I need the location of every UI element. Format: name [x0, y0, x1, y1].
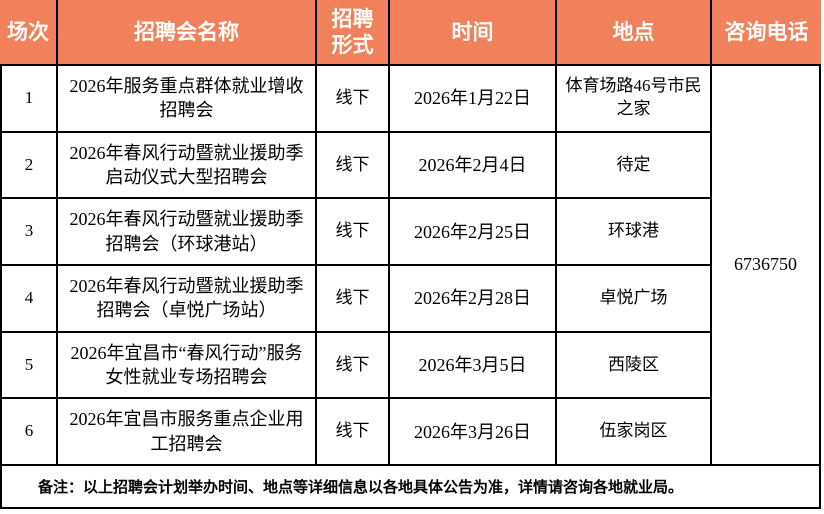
- row-6-location: 伍家岗区: [557, 399, 712, 466]
- row-5-location: 西陵区: [557, 332, 712, 400]
- row-3-fair-name: 2026年春风行动暨就业援助季招聘会（环球港站）: [58, 199, 317, 266]
- row-2-time: 2026年2月4日: [390, 132, 557, 200]
- row-3-format: 线下: [317, 199, 390, 266]
- row-4-format: 线下: [317, 265, 390, 333]
- row-6-fair-name: 2026年宜昌市服务重点企业用工招聘会: [58, 399, 317, 466]
- table-body: 1 2026年服务重点群体就业增收招聘会 线下 2026年1月22日 体育场路4…: [0, 66, 821, 466]
- row-1-location: 体育场路46号市民之家: [557, 66, 712, 133]
- row-2-session: 2: [0, 132, 58, 200]
- row-2-fair-name: 2026年春风行动暨就业援助季启动仪式大型招聘会: [58, 132, 317, 200]
- row-2-location: 待定: [557, 132, 712, 200]
- footer-note: 备注：以上招聘会计划举办时间、地点等详细信息以各地具体公告为准，详情请咨询各地就…: [0, 466, 821, 509]
- header-format: 招聘 形式: [317, 0, 390, 64]
- row-6-session: 6: [0, 399, 58, 466]
- row-4-location: 卓悦广场: [557, 265, 712, 333]
- row-3-time: 2026年2月25日: [390, 199, 557, 266]
- row-5-session: 5: [0, 332, 58, 400]
- row-1-time: 2026年1月22日: [390, 66, 557, 133]
- header-phone: 咨询电话: [724, 19, 809, 44]
- row-1-fair-name: 2026年服务重点群体就业增收招聘会: [58, 66, 317, 133]
- row-6-time: 2026年3月26日: [390, 399, 557, 466]
- row-1-session: 1: [0, 66, 58, 133]
- header-location: 地点: [557, 0, 712, 64]
- table-header-row: 场次 招聘会名称 招聘 形式 时间 地点 咨询电话: [0, 0, 821, 66]
- row-4-fair-name: 2026年春风行动暨就业援助季招聘会（卓悦广场站）: [58, 265, 317, 333]
- row-5-format: 线下: [317, 332, 390, 400]
- row-5-time: 2026年3月5日: [390, 332, 557, 400]
- row-1-format: 线下: [317, 66, 390, 133]
- row-4-session: 4: [0, 265, 58, 333]
- row-5-fair-name: 2026年宜昌市“春风行动”服务女性就业专场招聘会: [58, 332, 317, 400]
- row-3-location: 环球港: [557, 199, 712, 266]
- header-session: 场次: [0, 0, 58, 64]
- consultation-phone-number: 6736750: [712, 66, 821, 466]
- row-2-format: 线下: [317, 132, 390, 200]
- row-4-time: 2026年2月28日: [390, 265, 557, 333]
- header-time: 时间: [390, 0, 557, 64]
- row-6-format: 线下: [317, 399, 390, 466]
- header-fair-name: 招聘会名称: [58, 0, 317, 64]
- row-3-session: 3: [0, 199, 58, 266]
